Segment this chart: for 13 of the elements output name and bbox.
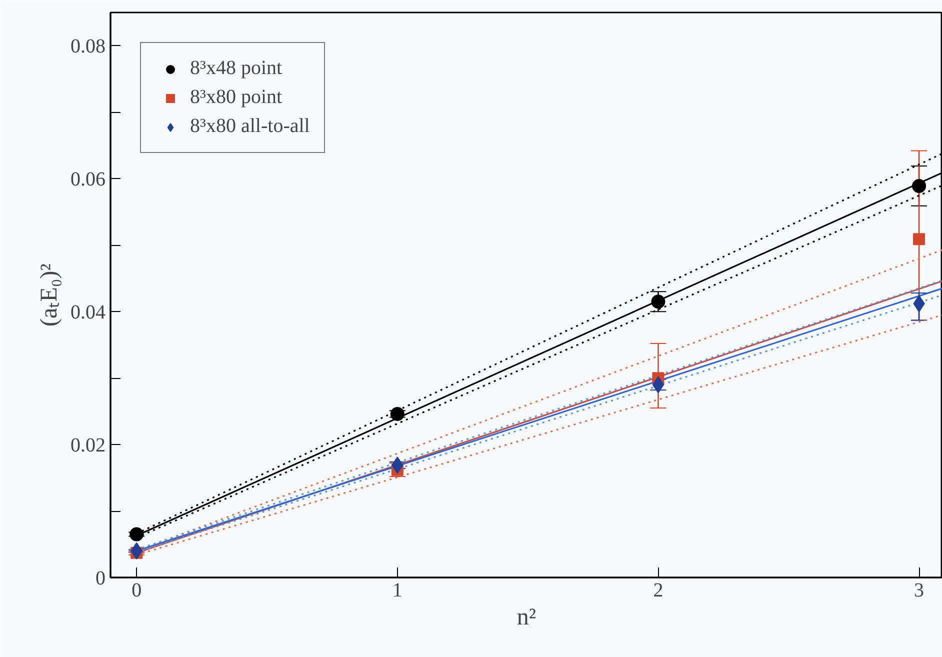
x-tick-label: 0 [132, 580, 142, 602]
x-tick-label: 2 [653, 580, 664, 602]
x-axis-title: n² [516, 604, 536, 630]
legend-label: 8³x80 all-to-all [190, 115, 310, 138]
y-tick-label: 0.08 [70, 36, 106, 58]
y-axis-title: (aₜE₀)² [36, 264, 62, 326]
y-tick-label: 0.06 [70, 168, 106, 191]
y-tick-label: 0.02 [70, 434, 106, 457]
x-tick-label: 3 [914, 580, 924, 602]
x-tick-label: 1 [392, 580, 402, 602]
legend-label: 8³x48 point [190, 57, 282, 80]
y-tick-label: 0.04 [70, 302, 106, 324]
legend-label: 8³x80 point [190, 86, 282, 109]
